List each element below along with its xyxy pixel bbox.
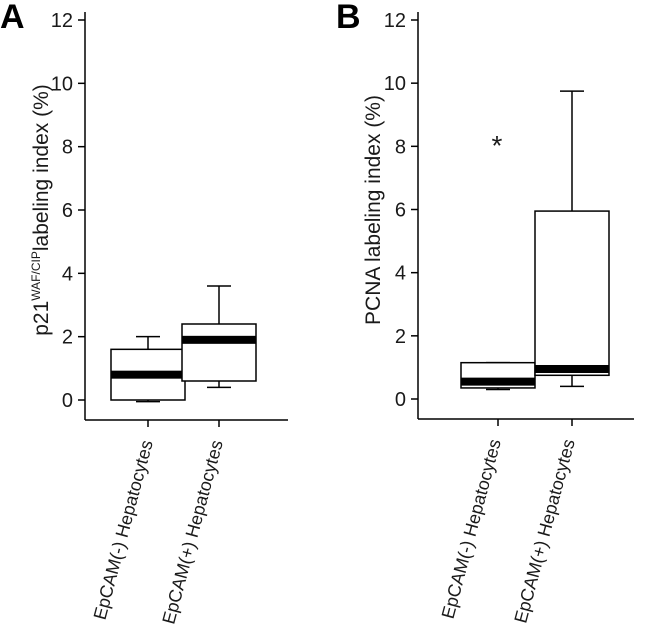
panel-a: A p21WAF/CIPlabeling index (%) 0 2 4 6 8 10 12… (0, 0, 288, 626)
y-tick-label: 12 (384, 10, 406, 32)
box-2 (181, 285, 257, 389)
panel-label: A (0, 0, 25, 36)
y-axis-title: PCNA labeling index (%) (362, 95, 385, 325)
box-1 (110, 335, 186, 403)
plot-area: 0 2 4 6 8 10 12 EpCAM(-) Hepatocytes EpCAM(+) He… (384, 10, 634, 625)
x-tick-label: EpCAM(-) Hepatocytes (438, 437, 505, 621)
y-tick-label: 10 (384, 73, 406, 95)
x-tick-label: EpCAM(+) Hepatocytes (158, 438, 226, 626)
y-tick-label: 12 (51, 10, 73, 32)
box-2 (534, 90, 610, 388)
panel-b: B PCNA labeling index (%) 0 2 4 6 8 10 12 EpCAM… (336, 0, 634, 625)
y-tick-label: 6 (62, 200, 73, 222)
x-tick-label: EpCAM(-) Hepatocytes (90, 438, 157, 622)
median-bar (111, 370, 185, 379)
y-tick-label: 2 (395, 326, 406, 348)
y-tick-label: 4 (395, 263, 406, 285)
y-axis-title: p21WAF/CIPlabeling index (%) (29, 84, 53, 336)
y-tick-label: 2 (62, 327, 73, 349)
median-bar (461, 377, 535, 386)
y-tick-label: 0 (395, 389, 406, 411)
iqr-box (534, 210, 610, 377)
y-tick-label: 8 (395, 136, 406, 158)
y-tick-label: 4 (62, 263, 73, 285)
plot-area: 0 2 4 6 8 10 12 EpCAM(-) Hepatocytes EpCAM(+) He… (51, 10, 288, 626)
median-bar (182, 335, 256, 344)
panel-label: B (336, 0, 361, 36)
x-tick-label: EpCAM(+) Hepatocytes (510, 437, 578, 625)
box-1 (460, 361, 536, 391)
median-bar (535, 364, 609, 373)
significance-marker: * (492, 130, 503, 161)
y-tick-label: 6 (395, 200, 406, 222)
y-tick-label: 10 (51, 73, 73, 95)
iqr-box (181, 323, 257, 382)
y-tick-label: 0 (62, 390, 73, 412)
y-tick-label: 8 (62, 137, 73, 159)
